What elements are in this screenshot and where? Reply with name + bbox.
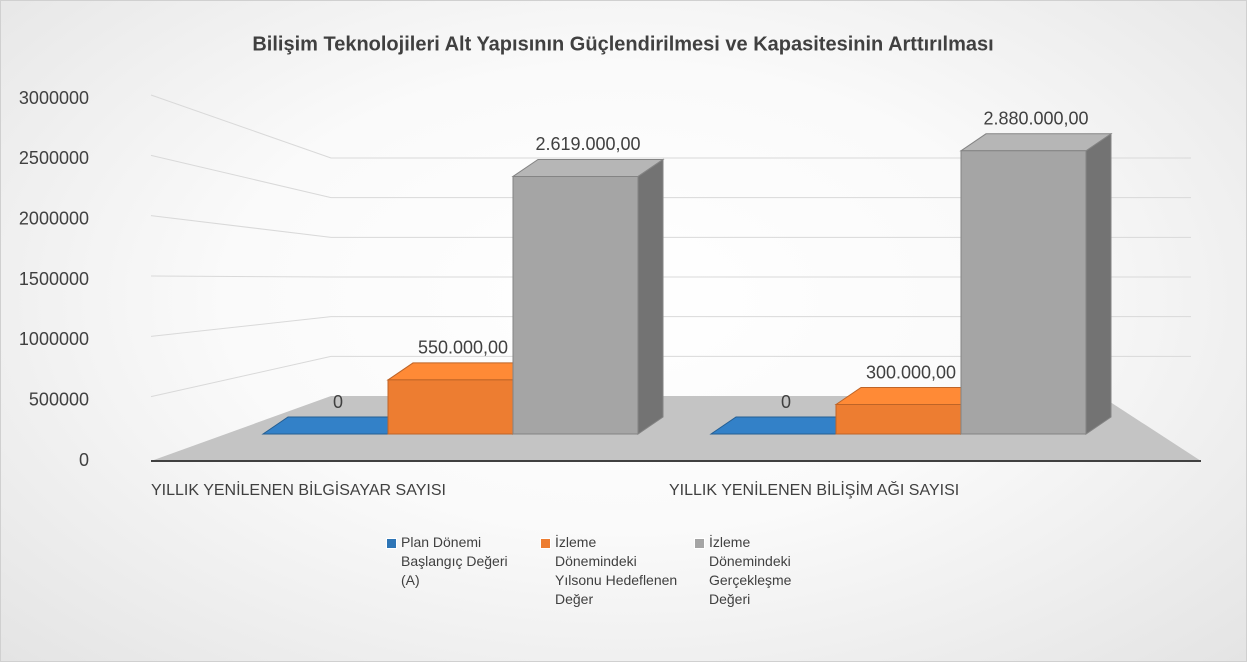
legend-swatch [386,538,397,549]
legend-label: İzleme Dönemindeki Yılsonu Hedeflenen De… [555,534,678,607]
data-label: 550.000,00 [418,338,508,358]
data-label: 0 [781,392,791,412]
legend: Plan Dönemi Başlangıç Değeri (A) İzleme D… [386,533,834,609]
bar-face [387,379,514,435]
y-tick-label: 2500000 [19,148,89,168]
bar-face [960,150,1087,435]
x-tick-label: YILLIK YENİLENEN BİLGİSAYAR SAYISI [151,480,446,499]
bar [511,158,665,435]
legend-label: İzleme Dönemindeki Gerçekleşme Değeri [709,534,792,607]
grid-line [150,355,332,398]
y-tick-label: 1500000 [19,269,89,289]
y-tick-label: 500000 [29,389,89,409]
grid-line [150,275,332,278]
legend-swatch [540,538,551,549]
bar [959,132,1113,435]
y-tick-label: 0 [79,450,89,470]
y-tick-label: 2000000 [19,208,89,228]
legend-label: Plan Dönemi Başlangıç Değeri (A) [401,534,508,588]
legend-swatch [694,538,705,549]
bar-face [959,133,1113,152]
data-label: 0 [333,392,343,412]
grid-line [150,215,332,238]
y-tick-label: 1000000 [19,329,89,349]
bar-face [1085,132,1112,435]
grid-line [150,94,332,159]
bar-face [511,158,665,177]
data-label: 2.880.000,00 [983,109,1088,129]
chart-title: Bilişim Teknolojileri Alt Yapısının Güçl… [252,33,993,55]
grid-line [150,316,332,337]
x-tick-label: YILLIK YENİLENEN BİLİŞİM AĞI SAYISI [669,480,959,499]
legend-item: İzleme Dönemindeki Yılsonu Hedeflenen De… [540,533,680,609]
y-tick-label: 3000000 [19,88,89,108]
bar-face [637,158,664,435]
grid-line [150,154,332,199]
bar-face [512,175,639,435]
legend-item: İzleme Dönemindeki Gerçekleşme Değeri [694,533,834,609]
legend-item: Plan Dönemi Başlangıç Değeri (A) [386,533,526,609]
bar-face [835,404,962,435]
data-label: 2.619.000,00 [535,134,640,154]
data-label: 300.000,00 [866,362,956,382]
